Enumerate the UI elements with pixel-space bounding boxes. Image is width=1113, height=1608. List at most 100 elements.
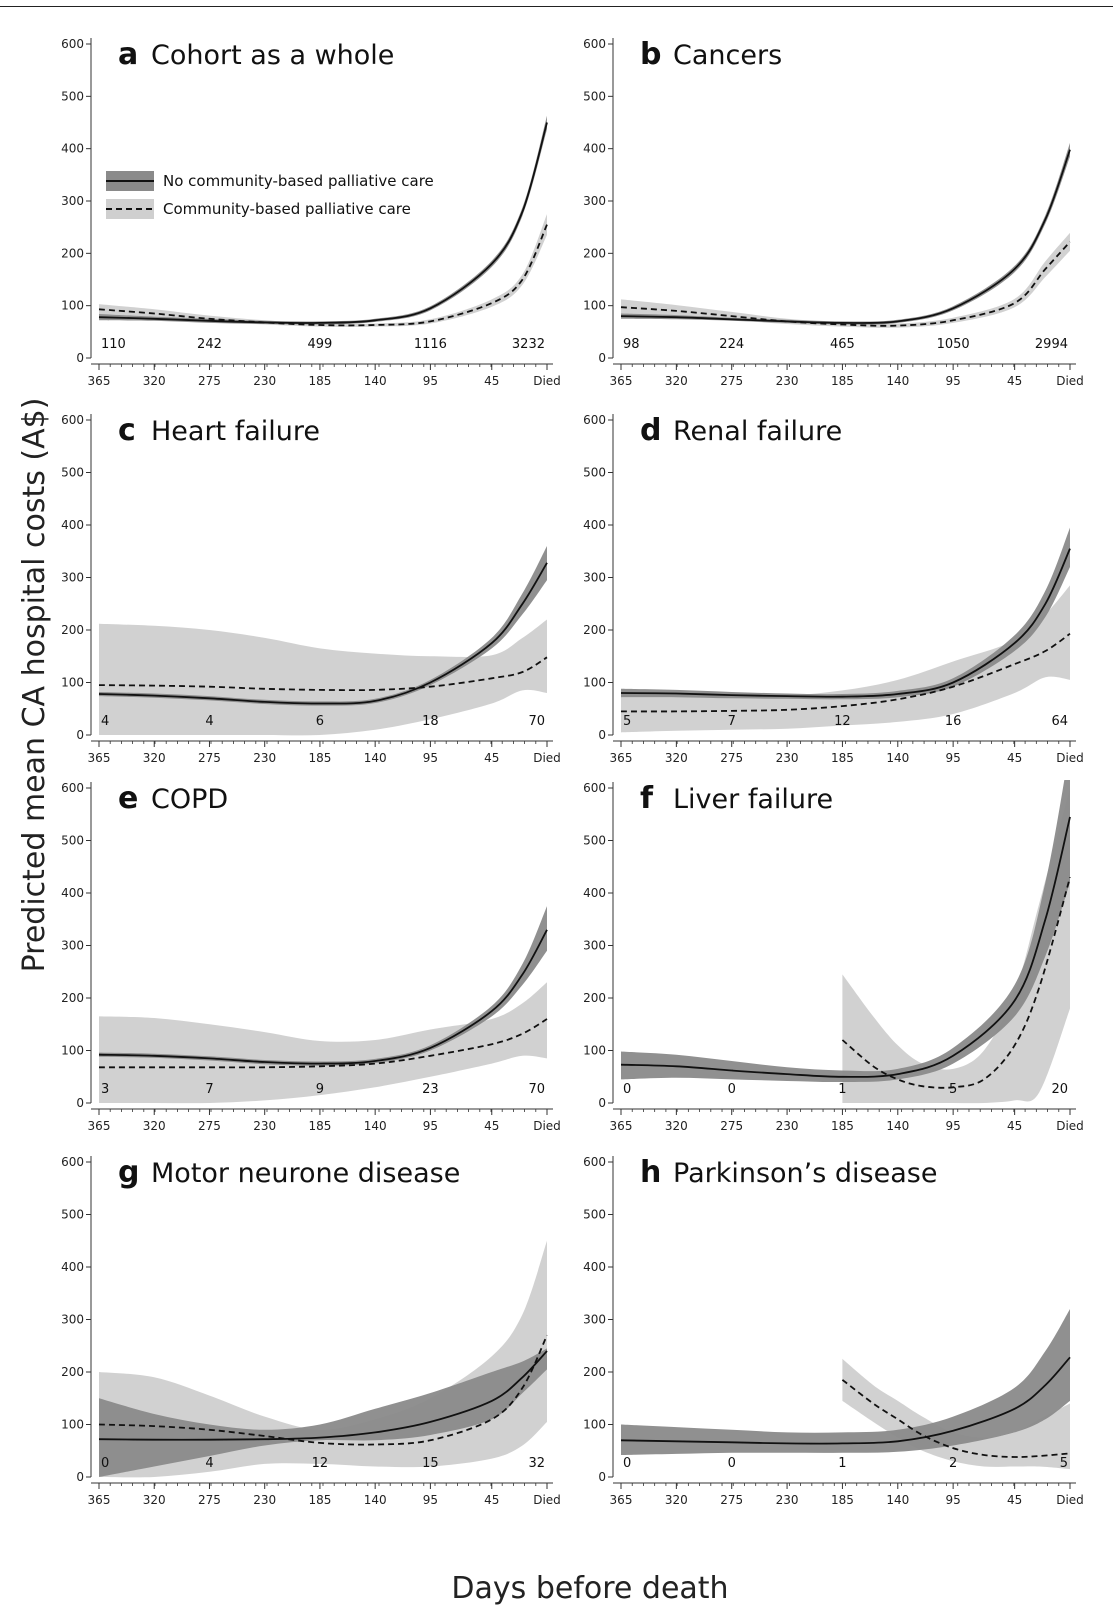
y-tick-label: 200 <box>583 246 606 260</box>
y-tick-label: 400 <box>583 142 606 156</box>
series-line-cbpc <box>620 241 1071 327</box>
x-tick-label: 185 <box>308 1119 331 1133</box>
sample-count: 2994 <box>1035 337 1068 352</box>
x-tick-label: 230 <box>776 1119 799 1133</box>
x-tick-label: 185 <box>831 1493 854 1507</box>
y-tick-label: 300 <box>61 1313 84 1327</box>
x-tick-label: 275 <box>198 751 221 765</box>
sample-count: 3 <box>101 1082 109 1097</box>
panel-d: 0 100 200 300 400 500 600 365 320 275 230 185 140 95 4… <box>583 413 1084 765</box>
y-tick-label: 100 <box>61 1418 84 1432</box>
series-line-no-cbpc <box>98 929 548 1065</box>
x-tick-label: Died <box>533 1493 561 1507</box>
x-tick-label: Died <box>1056 751 1084 765</box>
series-line-cbpc <box>841 1379 1071 1458</box>
x-tick-label: 45 <box>484 1493 499 1507</box>
y-tick-label: 600 <box>61 1155 84 1169</box>
sample-count: 5 <box>623 714 631 729</box>
x-tick-label: 140 <box>364 1119 387 1133</box>
sample-count: 6 <box>316 714 324 729</box>
x-tick-label: 365 <box>88 1119 111 1133</box>
y-tick-label: 400 <box>61 142 84 156</box>
x-tick-label: 140 <box>886 1493 909 1507</box>
x-tick-label: 230 <box>776 751 799 765</box>
y-tick-label: 300 <box>583 939 606 953</box>
sample-count: 242 <box>197 337 222 352</box>
y-tick-label: 100 <box>583 299 606 313</box>
x-tick-label: 320 <box>143 374 166 388</box>
sample-count: 32 <box>528 1456 545 1471</box>
series-line-no-cbpc <box>98 1350 548 1441</box>
panel-letter: g <box>118 1155 139 1190</box>
ci-band-cbpc <box>99 982 547 1104</box>
y-tick-label: 0 <box>598 728 606 742</box>
x-tick-label: 320 <box>665 374 688 388</box>
y-tick-label: 400 <box>583 886 606 900</box>
panel-letter: f <box>640 781 654 816</box>
y-tick-label: 200 <box>583 1365 606 1379</box>
y-tick-label: 100 <box>583 1418 606 1432</box>
series-line-no-cbpc <box>620 149 1071 324</box>
y-tick-label: 600 <box>61 37 84 51</box>
sample-count: 23 <box>422 1082 439 1097</box>
ci-band-cbpc <box>842 788 1070 1104</box>
sample-count: 110 <box>101 337 126 352</box>
y-tick-label: 0 <box>598 351 606 365</box>
x-tick-label: 365 <box>88 751 111 765</box>
x-tick-label: 95 <box>945 374 960 388</box>
sample-count: 1 <box>838 1456 846 1471</box>
y-tick-label: 600 <box>583 1155 606 1169</box>
sample-count: 0 <box>728 1082 736 1097</box>
x-tick-label: 185 <box>308 1493 331 1507</box>
x-tick-label: 230 <box>253 374 276 388</box>
top-rule <box>0 6 1113 7</box>
x-tick-label: 320 <box>143 1119 166 1133</box>
y-tick-label: 400 <box>583 1260 606 1274</box>
sample-count: 4 <box>101 714 109 729</box>
y-tick-label: 500 <box>61 834 84 848</box>
x-tick-label: 275 <box>198 1493 221 1507</box>
x-tick-label: 185 <box>831 751 854 765</box>
x-tick-label: Died <box>1056 1493 1084 1507</box>
sample-count: 7 <box>728 714 736 729</box>
sample-count: 16 <box>945 714 962 729</box>
panel-letter: c <box>118 413 136 448</box>
y-tick-label: 0 <box>76 1470 84 1484</box>
x-tick-label: 95 <box>945 1119 960 1133</box>
y-tick-label: 200 <box>583 623 606 637</box>
y-tick-label: 600 <box>61 413 84 427</box>
x-tick-label: 365 <box>610 1119 633 1133</box>
x-tick-label: 365 <box>88 374 111 388</box>
sample-count: 0 <box>728 1456 736 1471</box>
x-tick-label: 230 <box>253 1493 276 1507</box>
sample-count: 98 <box>623 337 640 352</box>
y-tick-label: 600 <box>61 781 84 795</box>
x-tick-label: 45 <box>1007 374 1022 388</box>
y-tick-label: 300 <box>583 1313 606 1327</box>
sample-count: 4 <box>205 1456 213 1471</box>
y-tick-label: 100 <box>583 1044 606 1058</box>
x-tick-label: 45 <box>1007 1119 1022 1133</box>
x-tick-label: 140 <box>364 374 387 388</box>
x-tick-label: 230 <box>253 751 276 765</box>
x-tick-label: Died <box>533 1119 561 1133</box>
x-tick-label: 185 <box>831 1119 854 1133</box>
series-line-cbpc <box>841 877 1071 1089</box>
ci-band-no-cbpc <box>621 142 1070 325</box>
x-tick-label: 365 <box>610 374 633 388</box>
legend-label: Community-based palliative care <box>163 200 411 218</box>
sample-count: 7 <box>205 1082 213 1097</box>
series-line-no-cbpc <box>98 562 548 705</box>
y-tick-label: 200 <box>583 991 606 1005</box>
ci-band-cbpc <box>99 214 547 327</box>
panel-title: Liver failure <box>673 784 833 815</box>
series-line-no-cbpc <box>620 548 1071 698</box>
x-tick-label: 320 <box>665 751 688 765</box>
legend-label: No community-based palliative care <box>163 172 434 190</box>
y-tick-label: 500 <box>61 89 84 103</box>
series-line-cbpc <box>620 632 1071 713</box>
x-tick-label: Died <box>533 751 561 765</box>
y-tick-label: 400 <box>61 1260 84 1274</box>
